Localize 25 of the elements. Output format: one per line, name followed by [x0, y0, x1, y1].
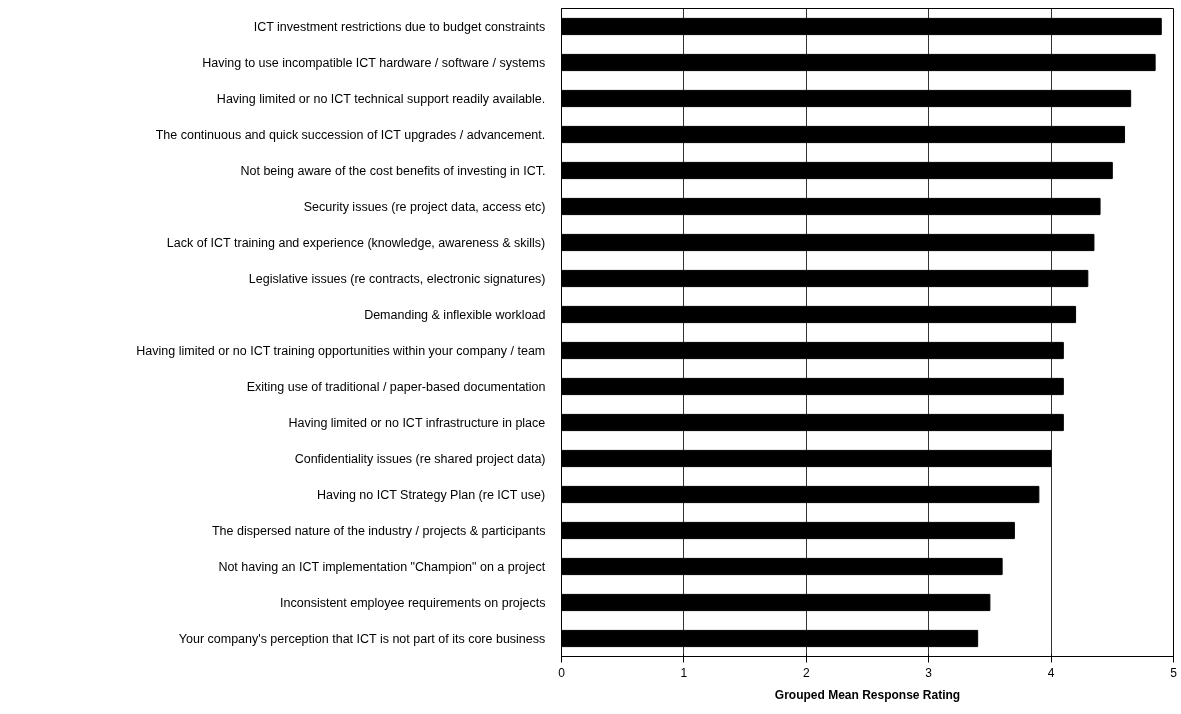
- x-axis-title: Grouped Mean Response Rating: [774, 687, 961, 702]
- y-tick-label: Having to use incompatible ICT hardware / software / systems: [202, 55, 546, 70]
- y-tick-label: Demanding & inflexible workload: [364, 307, 546, 322]
- y-tick-label: Not having an ICT implementation "Champion" on a project: [218, 559, 546, 574]
- y-tick-label: Your company's perception that ICT is not part of its core business: [178, 631, 546, 646]
- y-tick-label: The dispersed nature of the industry / projects & participants: [211, 523, 546, 538]
- x-tick-label: 0: [558, 665, 566, 680]
- y-tick-label: Having no ICT Strategy Plan (re ICT use): [316, 487, 546, 502]
- y-tick-label: Legislative issues (re contracts, electronic signatures): [248, 271, 546, 286]
- y-tick-label: The continuous and quick succession of ICT upgrades / advancement.: [155, 127, 546, 142]
- y-tick-label: Lack of ICT training and experience (knowledge, awareness & skills): [166, 235, 546, 250]
- y-tick-label: ICT investment restrictions due to budget constraints: [253, 19, 546, 34]
- y-tick-label: Having limited or no ICT infrastructure in place: [288, 415, 546, 430]
- x-tick-label: 5: [1170, 665, 1178, 680]
- x-tick-label: 3: [925, 665, 933, 680]
- x-tick-label: 1: [680, 665, 688, 680]
- x-tick-label: 2: [802, 665, 810, 680]
- y-tick-label: Having limited or no ICT technical support readily available.: [216, 91, 546, 106]
- y-tick-label: Exiting use of traditional / paper-based documentation: [246, 379, 546, 394]
- y-tick-label: Not being aware of the cost benefits of investing in ICT.: [240, 163, 546, 178]
- y-tick-label: Having limited or no ICT training opportunities within your company / team: [136, 343, 546, 358]
- x-tick-label: 4: [1047, 665, 1055, 680]
- y-tick-label: Security issues (re project data, access etc): [303, 199, 546, 214]
- y-tick-label: Inconsistent employee requirements on projects: [280, 595, 546, 610]
- y-tick-label: Confidentiality issues (re shared project data): [294, 451, 546, 466]
